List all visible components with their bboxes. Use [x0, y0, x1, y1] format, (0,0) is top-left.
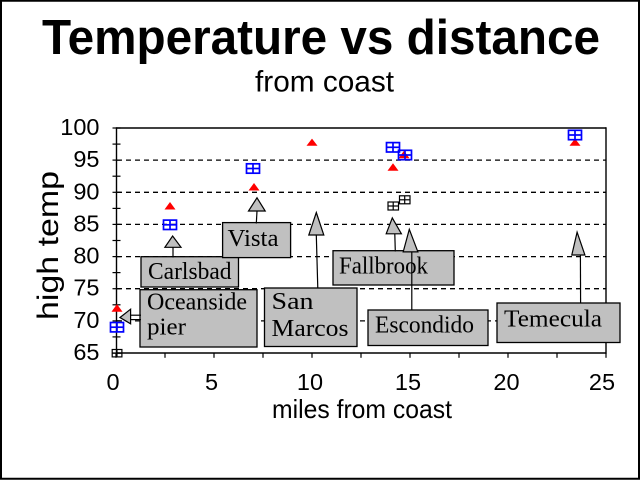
svg-text:San: San — [272, 289, 314, 315]
svg-text:Carlsbad: Carlsbad — [148, 259, 232, 285]
svg-text:Marcos: Marcos — [272, 316, 349, 342]
svg-text:90: 90 — [73, 178, 99, 204]
svg-text:95: 95 — [73, 146, 99, 172]
svg-text:100: 100 — [60, 114, 99, 140]
svg-text:85: 85 — [73, 210, 99, 236]
svg-text:75: 75 — [73, 275, 99, 301]
svg-text:0: 0 — [106, 369, 119, 395]
svg-text:high temp: high temp — [32, 171, 65, 320]
svg-text:pier: pier — [147, 315, 186, 341]
svg-text:25: 25 — [589, 369, 615, 395]
svg-text:Temperature vs distance: Temperature vs distance — [42, 11, 600, 65]
svg-text:Vista: Vista — [228, 226, 279, 252]
svg-text:65: 65 — [73, 339, 99, 365]
svg-text:15: 15 — [395, 369, 421, 395]
svg-text:Escondido: Escondido — [375, 313, 474, 339]
svg-text:70: 70 — [73, 307, 99, 333]
svg-text:80: 80 — [73, 243, 99, 269]
svg-text:10: 10 — [297, 369, 323, 395]
svg-text:Temecula: Temecula — [504, 307, 602, 333]
svg-text:Oceanside: Oceanside — [147, 290, 247, 316]
svg-text:from coast: from coast — [255, 66, 395, 99]
svg-text:Fallbrook: Fallbrook — [339, 254, 428, 280]
svg-text:miles from coast: miles from coast — [272, 394, 453, 424]
svg-text:20: 20 — [493, 369, 519, 395]
svg-text:5: 5 — [205, 369, 218, 395]
